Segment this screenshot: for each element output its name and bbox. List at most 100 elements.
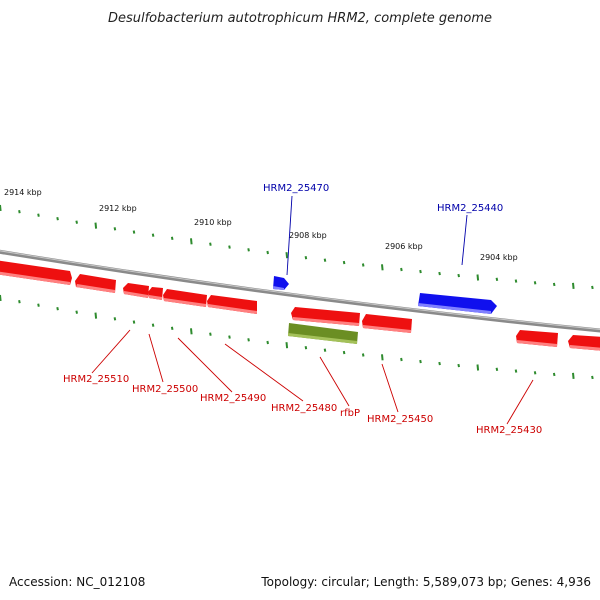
outer-scale-tick bbox=[94, 222, 98, 229]
feature-label-HRM2_25440[interactable]: HRM2_25440 bbox=[437, 203, 503, 214]
gene-HRM2_25490-block[interactable] bbox=[123, 283, 149, 298]
inner-scale-tick bbox=[533, 371, 537, 375]
gene-HRM2_25490b-block[interactable] bbox=[148, 287, 163, 300]
gene-HRM2_25470-block[interactable] bbox=[273, 276, 289, 290]
leader-line-HRM2_25470 bbox=[286, 195, 293, 276]
map-title: Desulfobacterium autotrophicum HRM2, com… bbox=[108, 11, 492, 26]
inner-scale-tick bbox=[170, 326, 174, 330]
outer-scale-tick bbox=[151, 233, 155, 237]
feature-label-HRM2_25510[interactable]: HRM2_25510 bbox=[63, 374, 129, 385]
scale-label-2910-kbp: 2910 kbp bbox=[194, 218, 232, 227]
outer-scale-tick bbox=[170, 236, 174, 240]
inner-scale-tick bbox=[247, 338, 250, 342]
gene-HRM2_25480b-block[interactable] bbox=[207, 295, 257, 314]
inner-scale-tick bbox=[132, 320, 136, 324]
leader-lines bbox=[91, 195, 534, 425]
inner-scale-tick bbox=[342, 350, 346, 355]
outer-scale-tick bbox=[37, 213, 40, 217]
feature-label-HRM2_25450[interactable]: HRM2_25450 bbox=[367, 414, 433, 425]
inner-scale-tick bbox=[113, 317, 117, 321]
scale-label-2906-kbp: 2906 kbp bbox=[385, 242, 423, 251]
leader-line-HRM2_25440 bbox=[461, 214, 468, 266]
outer-scale-tick bbox=[591, 285, 594, 290]
inner-scale-tick bbox=[75, 310, 78, 314]
inner-scale-tick bbox=[304, 346, 308, 350]
outer-scale-tick bbox=[342, 260, 346, 265]
leader-line-HRM2_25500 bbox=[148, 333, 164, 383]
gene-HRM2_25510-block[interactable] bbox=[0, 260, 72, 285]
outer-scale-tick bbox=[457, 273, 460, 278]
inner-scale-tick bbox=[552, 372, 556, 377]
outer-scale-tick bbox=[381, 264, 384, 271]
outer-scale-tick bbox=[56, 217, 59, 221]
inner-scale-tick bbox=[476, 364, 480, 371]
leader-line-HRM2_25480 bbox=[224, 343, 304, 402]
feature-label-HRM2_25430[interactable]: HRM2_25430 bbox=[476, 425, 542, 436]
outer-scale-tick bbox=[75, 220, 78, 224]
outer-scale-tick bbox=[247, 248, 250, 252]
inner-scale-tick bbox=[457, 363, 460, 368]
feature-label-HRM2_25490[interactable]: HRM2_25490 bbox=[200, 393, 266, 404]
outer-scale-tick bbox=[209, 242, 212, 246]
outer-scale-tick bbox=[0, 204, 2, 212]
outer-scale-tick bbox=[400, 267, 403, 272]
leader-line-HRM2_25450 bbox=[381, 363, 399, 413]
gene-HRM2_25500-block[interactable] bbox=[75, 274, 116, 293]
outer-scale-tick bbox=[438, 271, 441, 276]
inner-scale-tick bbox=[514, 369, 518, 373]
gene-HRM2_25480-block[interactable] bbox=[163, 289, 207, 307]
accession-text: Accession: NC_012108 bbox=[9, 575, 145, 589]
outer-scale-tick bbox=[572, 282, 575, 289]
outer-scale-tick bbox=[323, 258, 327, 262]
outer-scale-tick bbox=[304, 256, 308, 260]
outer-scale-tick bbox=[132, 230, 136, 234]
inner-scale-tick bbox=[190, 328, 193, 335]
inner-scale-tick bbox=[151, 323, 155, 327]
inner-scale-tick bbox=[438, 361, 441, 366]
inner-scale-tick bbox=[285, 342, 289, 349]
gene-HRM2_25430-block[interactable] bbox=[516, 330, 558, 347]
genome-summary-text: Topology: circular; Length: 5,589,073 bp… bbox=[260, 575, 591, 589]
inner-scale-tick bbox=[37, 303, 40, 307]
outer-scale-tick bbox=[361, 263, 365, 267]
inner-scale-tick bbox=[209, 332, 212, 336]
outer-scale-tick bbox=[552, 282, 556, 287]
outer-scale-tick bbox=[190, 238, 193, 245]
outer-scale-tick bbox=[285, 252, 289, 259]
inner-scale-tick bbox=[572, 372, 575, 379]
outer-scale-tick bbox=[266, 250, 269, 255]
feature-label-HRM2_25470[interactable]: HRM2_25470 bbox=[263, 183, 329, 194]
inner-scale-tick bbox=[56, 307, 59, 311]
genome-backbone bbox=[0, 249, 600, 333]
outer-scale-tick bbox=[113, 227, 117, 231]
inner-scale-tick bbox=[18, 300, 21, 304]
outer-scale-tick bbox=[514, 279, 518, 283]
outer-scale-tick bbox=[533, 281, 537, 285]
outer-scale-tick bbox=[18, 210, 21, 214]
inner-scale-tick bbox=[266, 340, 269, 345]
outer-scale-tick bbox=[476, 274, 480, 281]
gene-rfbP-block[interactable] bbox=[288, 323, 358, 344]
inner-scale-tick bbox=[591, 375, 594, 380]
feature-label-HRM2_25480[interactable]: HRM2_25480 bbox=[271, 403, 337, 414]
feature-label-HRM2_25500[interactable]: HRM2_25500 bbox=[132, 384, 198, 395]
inner-scale-tick bbox=[228, 335, 231, 339]
gene-HRM2_25440-block[interactable] bbox=[418, 293, 497, 314]
scale-label-2914-kbp: 2914 kbp bbox=[4, 188, 42, 197]
leader-line-rfbP bbox=[319, 356, 350, 407]
leader-line-HRM2_25490 bbox=[177, 337, 233, 393]
scale-label-2904-kbp: 2904 kbp bbox=[480, 253, 518, 262]
outer-scale-tick bbox=[228, 245, 231, 249]
scale-ticks-outer bbox=[0, 204, 594, 290]
gene-HRM2_25420-block[interactable] bbox=[568, 335, 600, 351]
outer-scale-tick bbox=[419, 269, 422, 274]
leader-line-HRM2_25510 bbox=[91, 329, 131, 374]
outer-scale-tick bbox=[495, 277, 499, 281]
scale-label-2908-kbp: 2908 kbp bbox=[289, 231, 327, 240]
scale-ticks-inner bbox=[0, 294, 594, 380]
feature-label-rfbP[interactable]: rfbP bbox=[340, 408, 360, 419]
gene-HRM2_25450-block[interactable] bbox=[362, 314, 412, 333]
gene-HRM2_25460-block[interactable] bbox=[291, 307, 360, 326]
scale-label-2912-kbp: 2912 kbp bbox=[99, 204, 137, 213]
